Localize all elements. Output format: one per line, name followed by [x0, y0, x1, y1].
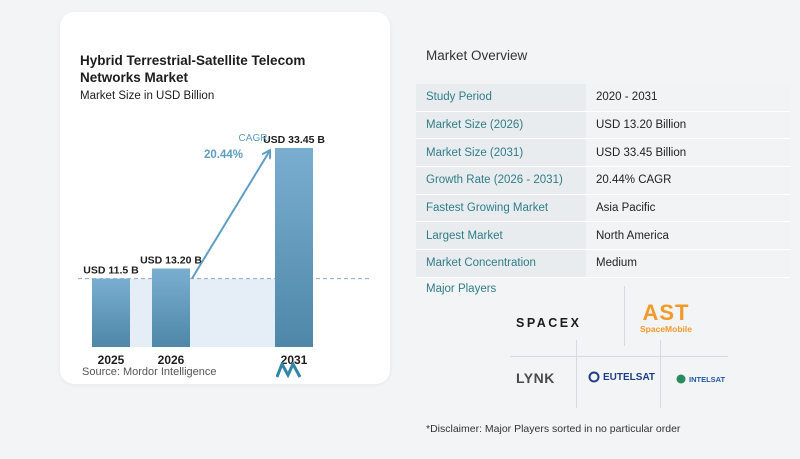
divider — [576, 340, 577, 408]
ast-wordmark: AST — [642, 300, 690, 325]
overview-title: Market Overview — [426, 48, 528, 63]
table-row: Market Size (2026) USD 13.20 Billion — [416, 111, 790, 140]
eutelsat-logo: EUTELSAT — [588, 371, 655, 383]
data-label-2026: USD 13.20 B — [140, 254, 202, 266]
overview-table: Study Period 2020 - 2031 Market Size (202… — [416, 84, 790, 278]
lynk-wordmark: LYNK — [516, 370, 555, 386]
divider — [510, 356, 728, 357]
divider — [660, 340, 661, 408]
row-value: USD 13.20 Billion — [586, 111, 790, 140]
spacex-wordmark: SPACEX — [516, 316, 582, 330]
intelsat-wordmark: INTELSAT — [689, 374, 726, 384]
row-value: 20.44% CAGR — [586, 166, 790, 195]
row-key: Market Concentration — [416, 249, 586, 278]
spacex-logo: SPACEX — [516, 316, 581, 330]
ast-spacemobile-logo: AST SpaceMobile — [640, 300, 692, 335]
lynk-logo: LYNK — [516, 370, 555, 386]
row-key: Growth Rate (2026 - 2031) — [416, 166, 586, 195]
table-row: Market Concentration Medium — [416, 249, 790, 278]
cagr-value: 20.44% — [204, 149, 243, 161]
row-key: Study Period — [416, 84, 586, 112]
row-key: Largest Market — [416, 221, 586, 251]
row-value: USD 33.45 Billion — [586, 138, 790, 168]
mordor-logo-icon — [276, 362, 302, 378]
row-value: North America — [586, 221, 790, 251]
bar-chart: USD 11.5 B 2025 USD 13.20 B 2026 USD 33.45 B… — [78, 133, 372, 367]
row-value: 2020 - 2031 — [586, 84, 790, 112]
source-text: Source: Mordor Intelligence — [82, 366, 217, 378]
spacemobile-wordmark: SpaceMobile — [640, 324, 692, 334]
table-row: Study Period 2020 - 2031 — [416, 84, 790, 112]
data-label-2031: USD 33.45 B — [263, 134, 325, 146]
table-row: Growth Rate (2026 - 2031) 20.44% CAGR — [416, 166, 790, 195]
overview-panel: Market Overview Study Period 2020 - 2031 … — [416, 0, 800, 459]
row-value: Medium — [586, 249, 790, 278]
eutelsat-globe-icon — [588, 371, 600, 383]
table-row: Largest Market North America — [416, 221, 790, 251]
intelsat-logo: INTELSAT — [676, 374, 725, 384]
cagr-label: CAGR — [239, 133, 268, 144]
table-row: Market Size (2031) USD 33.45 Billion — [416, 138, 790, 168]
table-row: Fastest Growing Market Asia Pacific — [416, 194, 790, 223]
intelsat-globe-icon — [676, 374, 686, 384]
tick-label-2025: 2025 — [98, 353, 125, 367]
players-title: Major Players — [426, 283, 497, 295]
bar-2026 — [152, 268, 190, 347]
cagr-arrow — [191, 152, 269, 279]
row-key: Market Size (2031) — [416, 138, 586, 168]
chart-title: Hybrid Terrestrial-Satellite Telecom Net… — [80, 53, 306, 85]
tick-label-2026: 2026 — [158, 353, 185, 367]
eutelsat-wordmark: EUTELSAT — [603, 371, 656, 383]
bar-2025 — [92, 278, 130, 347]
chart-subtitle: Market Size in USD Billion — [80, 90, 215, 102]
bar-2031 — [275, 148, 313, 347]
disclaimer-text: *Disclaimer: Major Players sorted in no … — [426, 423, 681, 435]
data-label-2025: USD 11.5 B — [83, 265, 139, 277]
row-value: Asia Pacific — [586, 194, 790, 223]
row-key: Fastest Growing Market — [416, 194, 586, 223]
chart-card: Hybrid Terrestrial-Satellite Telecom Net… — [60, 12, 390, 384]
tick-label-2031: 2031 — [281, 353, 308, 367]
row-key: Market Size (2026) — [416, 111, 586, 140]
divider — [624, 286, 625, 346]
